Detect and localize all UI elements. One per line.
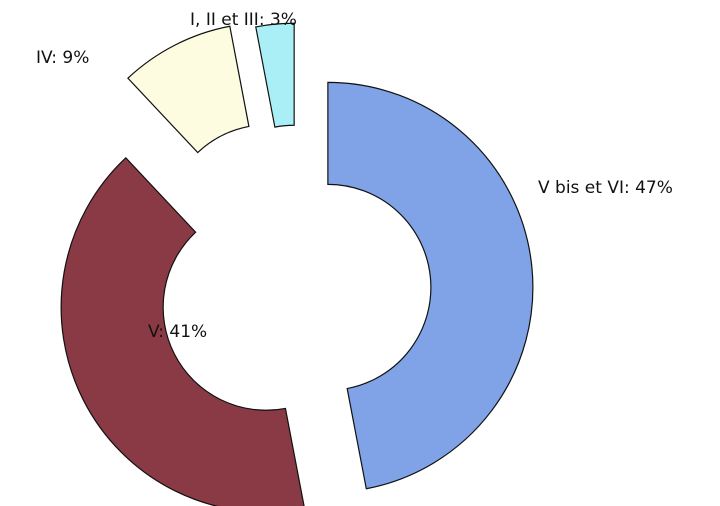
- slice-label: IV: 9%: [36, 48, 89, 68]
- slice-label: I, II et III: 3%: [190, 10, 297, 30]
- slice-label: V: 41%: [148, 322, 207, 342]
- donut-slice: [127, 25, 250, 154]
- donut-slice: [255, 22, 295, 128]
- donut-slice: [327, 81, 534, 490]
- donut-slice: [60, 156, 305, 506]
- slice-label: V bis et VI: 47%: [538, 178, 673, 198]
